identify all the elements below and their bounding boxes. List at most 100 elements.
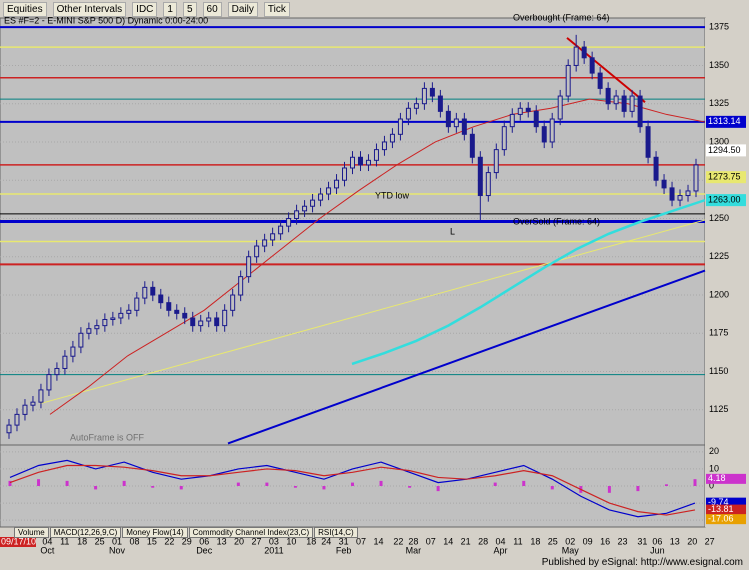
candle-body — [86, 328, 92, 334]
candle-body — [549, 118, 555, 143]
x-tick-label: 11 — [60, 536, 69, 546]
candle-body — [397, 118, 403, 135]
indicator-tab[interactable]: RSI(14,C) — [314, 527, 358, 538]
y-tick-label: 1375 — [709, 22, 729, 32]
annotation: L — [450, 226, 455, 236]
candle-body — [565, 64, 571, 97]
annotation: OverSold (Frame: 64) — [513, 216, 600, 226]
x-tick-label: 13 — [670, 536, 680, 546]
histogram-bar — [351, 482, 354, 486]
y-tick-label: 1350 — [709, 60, 729, 70]
x-month-label: Dec — [196, 545, 213, 555]
candle-body — [389, 133, 395, 143]
value-label: 4.18 — [708, 473, 726, 483]
date-label: 09/17/10 — [1, 536, 36, 546]
candle-body — [453, 118, 459, 128]
y-tick-label: 1325 — [709, 98, 729, 108]
histogram-bar — [179, 486, 183, 490]
toolbar-button[interactable]: IDC — [132, 1, 158, 17]
macd-line — [9, 459, 696, 518]
x-tick-label: 24 — [321, 536, 331, 546]
x-tick-label: 13 — [217, 536, 227, 546]
toolbar-button[interactable]: Daily — [227, 1, 258, 17]
axis-panel — [705, 18, 749, 527]
candle-body — [605, 87, 611, 105]
candle-body — [134, 297, 140, 311]
indicator-tab[interactable]: MACD(12,26,9,C) — [49, 527, 122, 538]
footer: Published by eSignal: http://www.esignal… — [541, 557, 743, 568]
candle-body — [613, 95, 619, 105]
histogram-bar — [8, 480, 12, 486]
candle-body — [621, 95, 627, 112]
x-tick-label: 18 — [77, 536, 87, 546]
candle-body — [533, 110, 539, 128]
candle-body — [509, 113, 515, 128]
candle-body — [278, 225, 284, 235]
toolbar-button[interactable]: Tick — [263, 1, 290, 17]
x-tick-label: 07 — [356, 536, 366, 546]
price-label: 1263.00 — [708, 195, 741, 205]
y-tick-label: 20 — [709, 446, 719, 456]
date-axis — [0, 537, 749, 557]
toolbar: Equities Other Intervals IDC 1 5 60 Daily Tick — [0, 0, 749, 19]
toolbar-button[interactable]: Equities — [3, 1, 47, 17]
candle-body — [38, 389, 44, 403]
candle-body — [238, 276, 244, 296]
candle-body — [429, 87, 435, 97]
candle-body — [645, 126, 651, 158]
candle-body — [102, 319, 108, 327]
toolbar-button[interactable]: 60 — [202, 1, 222, 17]
candle-body — [174, 309, 180, 314]
y-tick-label: 1175 — [709, 328, 728, 338]
histogram-bar — [65, 480, 69, 486]
x-tick-label: 01 — [112, 536, 122, 546]
toolbar-button[interactable]: 5 — [182, 1, 197, 17]
candle-body — [653, 156, 659, 181]
candle-body — [46, 374, 52, 391]
candle-body — [637, 95, 643, 128]
x-tick-label: 27 — [705, 536, 715, 546]
trendline — [39, 219, 706, 405]
candle-body — [365, 159, 371, 166]
indicator-tab[interactable]: Commodity Channel Index(23,C) — [188, 527, 314, 538]
histogram-bar — [322, 486, 326, 490]
toolbar-button[interactable]: Other Intervals — [52, 1, 127, 17]
candle-body — [661, 179, 667, 189]
indicator-tab[interactable]: Money Flow(14) — [122, 527, 188, 538]
candle-body — [310, 199, 316, 207]
price-label: 1313.14 — [708, 116, 741, 126]
candle-body — [669, 187, 675, 201]
x-tick-label: 25 — [548, 536, 558, 546]
price-label-box — [706, 144, 746, 157]
candle-body — [222, 309, 228, 327]
indicator-tab[interactable]: Volume — [14, 527, 49, 538]
x-tick-label: 10 — [286, 536, 296, 546]
indicator-tabs: Volume MACD(12,26,9,C) Money Flow(14) Commo… — [14, 527, 359, 538]
value-label: -9.74 — [708, 497, 729, 507]
candle-body — [270, 233, 276, 241]
candle-body — [94, 325, 100, 330]
value-box — [706, 504, 746, 515]
y-tick-label: 10 — [709, 463, 719, 473]
date-box — [0, 537, 36, 547]
candle-body — [190, 317, 196, 327]
candle-body — [262, 239, 268, 247]
toolbar-button[interactable]: 1 — [163, 1, 177, 17]
histogram-bar — [664, 484, 668, 486]
candle-body — [573, 46, 579, 66]
x-tick-label: 11 — [513, 536, 522, 546]
x-tick-label: 18 — [530, 536, 540, 546]
histogram-bar — [37, 479, 41, 486]
candle-body — [14, 413, 20, 426]
candle-body — [142, 286, 148, 299]
x-tick-label: 04 — [42, 536, 52, 546]
x-tick-label: 28 — [408, 536, 418, 546]
candle-body — [677, 195, 683, 201]
candle-body — [158, 294, 164, 304]
moving-average — [49, 98, 706, 415]
candle-body — [437, 95, 443, 112]
y-tick-label: 1300 — [709, 136, 729, 146]
x-tick-label: 25 — [95, 536, 105, 546]
y-tick-label: 1125 — [709, 404, 728, 414]
x-month-label: 2011 — [264, 545, 283, 555]
